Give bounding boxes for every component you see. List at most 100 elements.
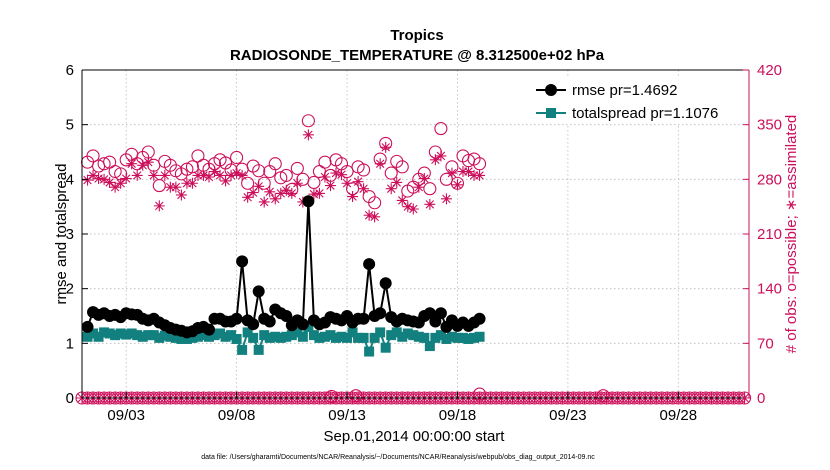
assimilated-point (402, 201, 414, 213)
right-tick-label: 140 (757, 281, 782, 298)
assimilated-point (264, 186, 276, 198)
legend-rmse-marker (545, 84, 557, 96)
spread-point (99, 327, 110, 338)
rmse-point (434, 307, 447, 320)
legend-spread-marker (546, 108, 556, 118)
spread-point (192, 331, 203, 342)
assimilated-point (242, 191, 254, 203)
assimilated-point (418, 173, 430, 185)
spread-point (292, 327, 303, 338)
spread-point (264, 332, 275, 343)
possible-point (108, 164, 122, 179)
spread-point (198, 330, 209, 341)
right-tick-label: 70 (757, 335, 774, 352)
possible-point (384, 166, 398, 180)
assimilated-point (258, 196, 270, 208)
ticks: 0 1 2 3 4 5 6 0 70 140 210 280 350 420 09/03 09/08 09/13… (66, 62, 782, 424)
series-circle-0 (81, 195, 486, 339)
spread-point (441, 333, 452, 344)
chart-subtitle: RADIOSONDE_TEMPERATURE @ 8.312500e+02 hP… (230, 47, 605, 64)
spread-point (242, 327, 253, 338)
assimilated-point (197, 169, 209, 181)
right-tick-label: 420 (757, 62, 782, 79)
spread-point (215, 328, 226, 339)
assimilated-point (319, 171, 331, 183)
spread-point (165, 331, 176, 342)
spread-point (226, 330, 237, 341)
spread-point (237, 344, 248, 355)
spread-point (159, 330, 170, 341)
assimilated-point (451, 179, 463, 191)
assimilated-point (396, 194, 408, 206)
rmse-point (263, 315, 276, 328)
spread-point (308, 330, 319, 341)
assimilated-point (203, 171, 215, 183)
assimilated-point (435, 150, 447, 162)
possible-point (185, 160, 199, 174)
spread-point (121, 329, 132, 340)
possible-point (252, 164, 266, 178)
assimilated-point (391, 176, 403, 188)
possible-point (180, 162, 194, 176)
assimilated-point (429, 154, 441, 166)
legend-rmse-label: rmse pr=1.4692 (572, 82, 677, 99)
assimilated-point (369, 211, 381, 223)
assimilated-point (457, 166, 469, 178)
spread-point (231, 333, 242, 344)
data-file-footnote: data file: /Users/gharamti/Documents/NCA… (201, 454, 595, 461)
x-tick-label: 09/03 (107, 407, 145, 424)
spread-point (358, 332, 369, 343)
assimilated-point (363, 209, 375, 221)
assimilated-point (247, 187, 259, 199)
assimilated-point (286, 187, 298, 199)
assimilated-point (126, 158, 138, 170)
rmse-point (252, 285, 265, 298)
spread-point (347, 327, 358, 338)
assimilated-point (440, 193, 452, 205)
spread-point (446, 331, 457, 342)
spread-point (154, 332, 165, 343)
rmse-point (247, 318, 260, 331)
possible-point (268, 157, 282, 171)
legend-box (530, 78, 742, 124)
legend: rmse pr=1.4692 totalspread pr=1.1076 (530, 78, 742, 124)
assimilated-point (275, 187, 287, 199)
assimilated-point (170, 181, 182, 193)
left-tick-label: 5 (66, 117, 74, 134)
spread-point (435, 330, 446, 341)
left-tick-label: 4 (66, 171, 74, 188)
spread-point (419, 332, 430, 343)
series-square-1 (82, 321, 485, 357)
spread-point (474, 331, 485, 342)
assimilated-point (291, 177, 303, 189)
assimilated-point (175, 189, 187, 201)
possible-point (274, 171, 288, 185)
x-tick-label: 09/08 (218, 407, 256, 424)
assimilated-point (115, 177, 127, 189)
assimilated-point (236, 169, 248, 181)
spread-point (380, 342, 391, 353)
rmse-point (202, 323, 215, 336)
spread-point (270, 331, 281, 342)
assimilated-point (474, 169, 486, 181)
spread-point (452, 332, 463, 343)
rmse-point (473, 312, 486, 325)
spread-point (330, 332, 341, 343)
spread-point (209, 330, 220, 341)
rmse-point (81, 320, 94, 333)
assimilated-point (225, 169, 237, 181)
spread-point (397, 331, 408, 342)
possible-point (301, 114, 315, 128)
possible-point (434, 122, 448, 136)
spread-point (137, 331, 148, 342)
spread-point (375, 327, 386, 338)
x-tick-label: 09/23 (549, 407, 587, 424)
spread-point (297, 331, 308, 342)
possible-point (86, 149, 100, 163)
spread-point (203, 331, 214, 342)
assimilated-point (336, 169, 348, 181)
assimilated-point (186, 177, 198, 189)
assimilated-point (93, 173, 105, 185)
spread-point (424, 341, 435, 352)
